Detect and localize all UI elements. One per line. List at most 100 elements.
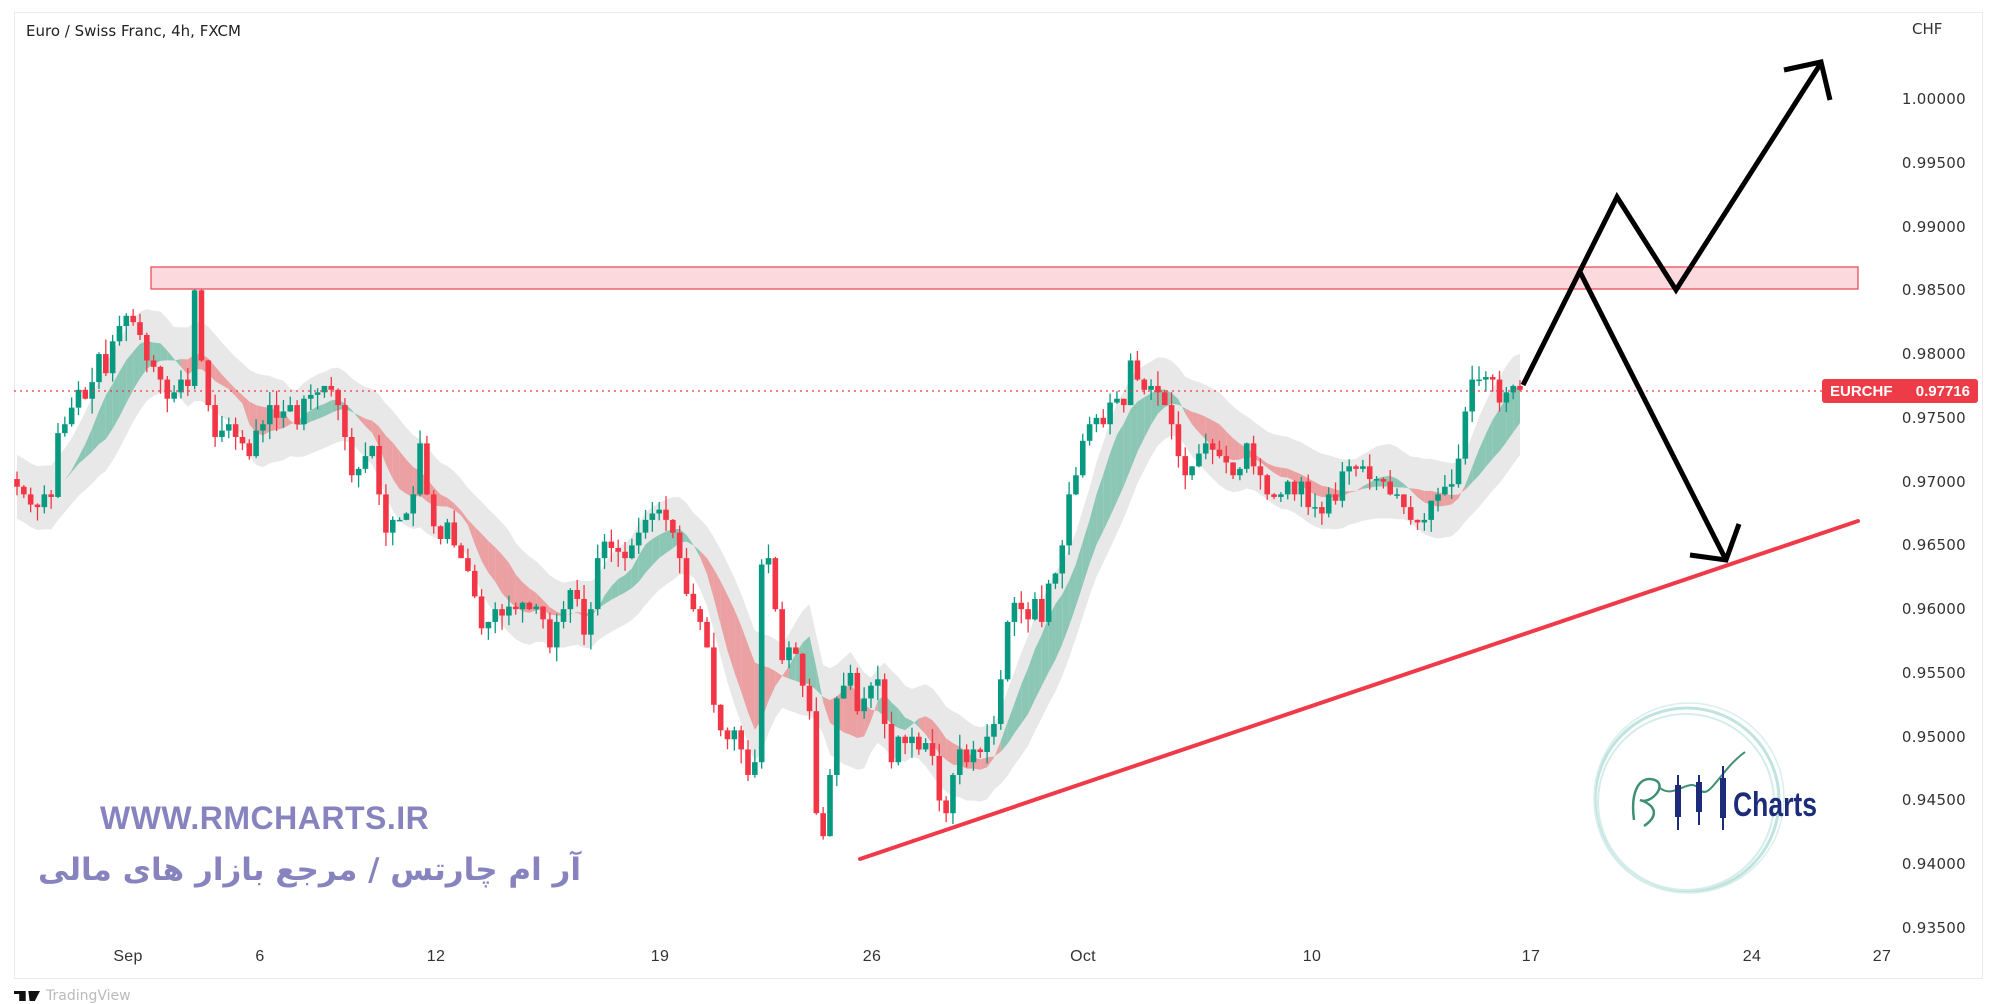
candle	[21, 486, 27, 495]
candle	[41, 494, 48, 508]
candle	[1230, 462, 1236, 476]
price-tick-label: 0.99000	[1901, 217, 1966, 236]
candle	[881, 679, 888, 724]
candle	[1100, 417, 1107, 425]
candle	[1196, 453, 1202, 467]
candle	[786, 647, 792, 661]
candle	[1455, 458, 1462, 485]
candle	[642, 519, 649, 533]
candle	[369, 445, 376, 457]
candle	[471, 570, 478, 597]
candle	[171, 392, 177, 399]
candle	[1298, 481, 1305, 495]
candle	[478, 596, 485, 629]
price-tick-label: 0.95500	[1901, 663, 1966, 682]
candle	[130, 315, 136, 323]
candle	[1414, 519, 1421, 523]
candle	[622, 551, 628, 559]
candle	[1278, 494, 1284, 497]
price-tick-label: 0.97500	[1901, 408, 1966, 427]
candle	[765, 558, 772, 565]
candle	[396, 519, 403, 522]
candle	[519, 602, 526, 610]
candle	[1141, 379, 1148, 390]
candle	[458, 545, 464, 559]
candle	[916, 736, 922, 750]
candle	[280, 411, 287, 418]
projection-bearish[interactable]	[1576, 268, 1742, 563]
time-tick-label: 19	[650, 948, 670, 965]
candle	[1155, 385, 1161, 393]
candle	[1284, 481, 1291, 495]
candle	[676, 532, 683, 559]
candle	[492, 609, 499, 622]
candle	[212, 405, 218, 437]
candle	[205, 360, 212, 406]
candle	[68, 407, 75, 425]
time-tick-label: 26	[862, 948, 882, 965]
resistance-zone[interactable]	[150, 266, 1859, 290]
candle	[1483, 377, 1489, 380]
candle	[1127, 360, 1134, 406]
price-tick-label: 0.99500	[1901, 153, 1966, 172]
candle	[1469, 379, 1475, 412]
candle	[253, 430, 259, 457]
candle	[1004, 621, 1011, 680]
candle	[437, 526, 444, 540]
watermark-persian: آر ام چارتس / مرجع بازار های مالی	[38, 852, 581, 888]
candle	[581, 598, 587, 635]
candle	[342, 405, 348, 437]
candle	[260, 424, 266, 431]
candle	[608, 541, 615, 548]
candle	[547, 619, 553, 648]
candle	[1476, 379, 1482, 382]
candle	[1120, 398, 1127, 406]
candle	[1517, 385, 1523, 390]
candle	[451, 522, 458, 546]
candle	[219, 430, 225, 437]
candle	[1045, 583, 1052, 622]
candle	[813, 711, 820, 814]
price-tick-label: 0.94000	[1901, 855, 1966, 874]
candle	[348, 436, 355, 476]
candle	[273, 405, 280, 418]
price-tag-value: 0.97716	[1915, 382, 1970, 400]
candle	[929, 743, 936, 756]
candle	[745, 749, 751, 775]
candle	[717, 704, 724, 731]
last-price-tag: EURCHF 0.97716	[1822, 379, 1978, 403]
watermark-url: WWW.RMCHARTS.IR	[100, 800, 430, 836]
candle	[1161, 392, 1168, 406]
candle	[1107, 402, 1113, 425]
support-trendline[interactable]	[858, 519, 1860, 861]
candle	[663, 509, 669, 520]
candle	[376, 445, 382, 495]
candle	[96, 354, 102, 383]
time-tick-label: 12	[426, 948, 446, 965]
candle	[75, 389, 82, 408]
candle	[1059, 545, 1066, 574]
time-tick-label: 17	[1521, 948, 1541, 965]
candle	[1025, 609, 1031, 620]
candle	[847, 672, 854, 686]
candle	[656, 509, 662, 514]
chart-frame[interactable]	[14, 12, 1983, 979]
candle	[1257, 466, 1264, 476]
candle	[1503, 392, 1510, 403]
candle	[1052, 573, 1059, 584]
candle	[731, 730, 738, 740]
price-tick-label: 0.98500	[1901, 281, 1966, 300]
ma-ribbon	[17, 309, 1520, 802]
candle	[465, 558, 471, 571]
projection-bullish[interactable]	[1520, 59, 1833, 387]
candle	[1489, 377, 1496, 380]
price-tick-label: 0.93500	[1901, 919, 1966, 937]
candle	[335, 389, 341, 406]
candle	[1223, 456, 1230, 463]
candle	[806, 685, 813, 712]
tradingview-logo[interactable]: TradingView	[14, 988, 131, 1004]
candle	[1038, 598, 1045, 622]
candle	[1148, 385, 1154, 390]
candle	[1353, 466, 1359, 469]
